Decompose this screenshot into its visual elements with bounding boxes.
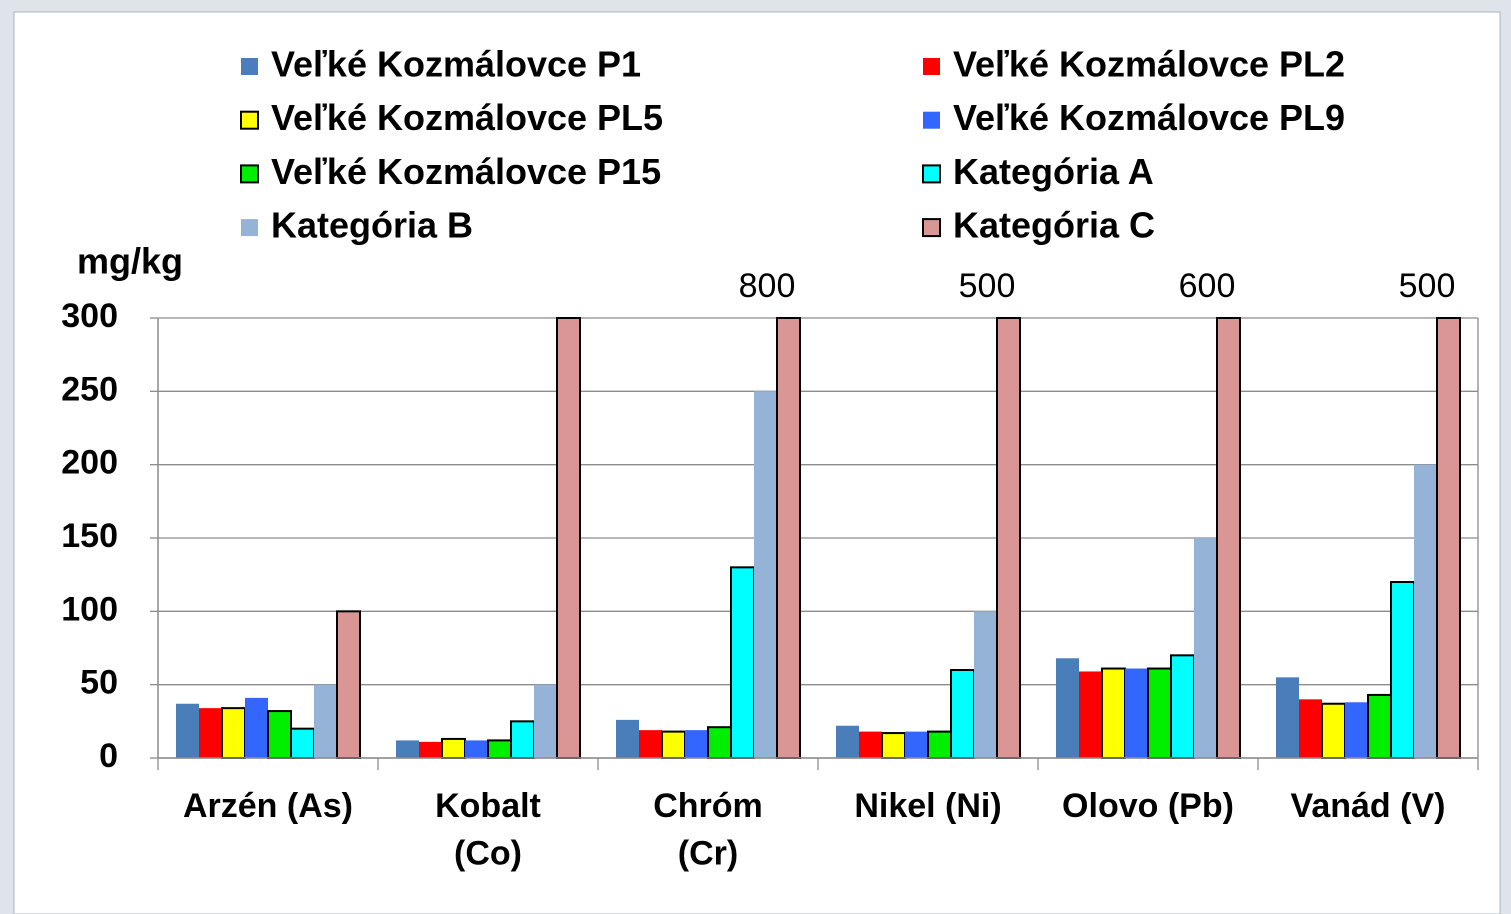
bar <box>1414 464 1437 758</box>
bar <box>685 730 708 758</box>
bar <box>267 710 292 759</box>
bar <box>754 391 777 758</box>
bar <box>1194 538 1217 758</box>
bar <box>996 317 1021 759</box>
bar <box>245 697 268 758</box>
bar <box>1101 667 1126 759</box>
bar <box>707 726 732 760</box>
bar <box>776 317 801 759</box>
legend-swatch <box>240 110 259 130</box>
legend-swatch <box>241 219 258 237</box>
legend-label: Veľké Kozmálovce P1 <box>271 44 641 85</box>
bar <box>510 720 535 759</box>
bar <box>314 684 337 758</box>
bar <box>1147 667 1172 759</box>
legend-swatch <box>922 164 941 184</box>
x-tick-label: Kobalt (Co) <box>435 787 541 873</box>
legend-label: Kategória B <box>271 205 473 246</box>
bar <box>1056 658 1079 758</box>
bar <box>881 732 906 759</box>
bar <box>950 669 975 759</box>
y-tick-label: 100 <box>61 590 118 628</box>
legend-swatch <box>923 58 940 75</box>
bar <box>1276 677 1299 758</box>
legend-swatch <box>241 58 258 75</box>
x-tick-label: Nikel (Ni) <box>854 787 1001 825</box>
bar <box>616 719 639 758</box>
y-tick-label: 150 <box>61 517 118 555</box>
bar <box>290 727 315 760</box>
x-tick-label: Olovo (Pb) <box>1062 787 1234 825</box>
bar <box>487 739 512 760</box>
bar <box>336 610 361 759</box>
bar <box>465 740 488 758</box>
bar <box>836 725 859 758</box>
bar <box>1079 671 1102 758</box>
x-tick-label: Chróm (Cr) <box>653 787 763 873</box>
bar <box>859 731 882 758</box>
x-tick-label: Arzén (As) <box>183 787 353 825</box>
bar <box>419 741 442 758</box>
legend-label: Veľké Kozmálovce PL2 <box>953 44 1345 85</box>
bar <box>556 317 581 759</box>
y-tick-label: 250 <box>61 370 118 408</box>
bar <box>1367 693 1392 760</box>
legend-label: Kategória A <box>953 151 1154 192</box>
legend-label: Kategória C <box>953 205 1155 246</box>
bar <box>1170 654 1195 759</box>
bar <box>176 703 199 758</box>
bar <box>534 684 557 758</box>
bar <box>661 730 686 759</box>
legend-label: Veľké Kozmálovce PL9 <box>953 97 1345 138</box>
bar <box>441 737 466 760</box>
bar <box>1216 317 1241 759</box>
y-tick-label: 300 <box>61 297 118 335</box>
bar <box>1436 317 1461 759</box>
y-axis-label: mg/kg <box>77 241 183 282</box>
y-tick-label: 50 <box>80 664 118 702</box>
bar <box>199 708 222 758</box>
bar <box>730 566 755 759</box>
legend-swatch <box>923 111 940 129</box>
bar <box>1390 581 1415 759</box>
bar <box>1345 702 1368 758</box>
clipped-value-label: 800 <box>739 267 796 305</box>
legend-swatch <box>922 218 941 238</box>
legend-swatch <box>240 164 259 184</box>
bar <box>1321 702 1346 760</box>
legend-label: Veľké Kozmálovce PL5 <box>271 97 663 138</box>
bar <box>905 731 928 758</box>
bar <box>974 611 997 758</box>
clipped-value-label: 600 <box>1179 267 1236 305</box>
clipped-value-label: 500 <box>959 267 1016 305</box>
bar <box>639 730 662 758</box>
x-tick-label: Vanád (V) <box>1291 787 1446 825</box>
bar <box>927 730 952 759</box>
bar <box>221 707 246 760</box>
y-tick-label: 200 <box>61 444 118 482</box>
bar <box>396 740 419 758</box>
bar <box>1299 699 1322 758</box>
clipped-value-label: 500 <box>1399 267 1456 305</box>
y-tick-label: 0 <box>99 737 118 775</box>
legend-label: Veľké Kozmálovce P15 <box>271 151 661 192</box>
bar <box>1125 668 1148 758</box>
